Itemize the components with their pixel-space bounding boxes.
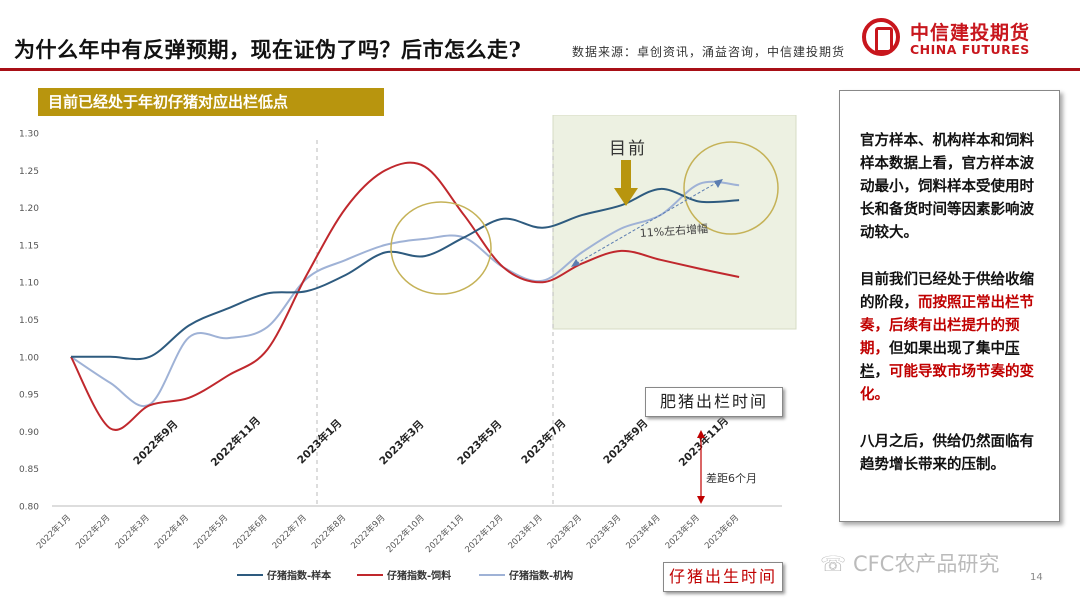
x-tick-label: 2022年12月 — [463, 512, 506, 555]
legend-label: 仔猪指数-机构 — [509, 569, 573, 582]
series-line-1 — [70, 161, 740, 431]
legend-label: 仔猪指数-饲料 — [387, 569, 451, 582]
page-number: 14 — [1030, 572, 1043, 583]
chart-title: 目前已经处于年初仔猪对应出栏低点 — [38, 88, 384, 116]
x-tick-label: 2023年3月 — [584, 512, 623, 551]
p2-text-red-2: 可能导致市场节奏的变化。 — [860, 363, 1034, 403]
y-tick-label: 0.85 — [19, 465, 39, 475]
secondary-x-tick-label: 2023年3月 — [377, 418, 427, 468]
y-tick-label: 0.95 — [19, 391, 39, 401]
p2-text-underlined: 压栏 — [860, 340, 1020, 380]
y-tick-label: 1.05 — [19, 316, 39, 326]
x-axis: 2022年1月 2022年2月 2022年3月 2022年4月 2022年5月 2022年… — [34, 505, 782, 555]
x-tick-label: 2022年4月 — [152, 512, 191, 551]
x-tick-label: 2022年6月 — [231, 512, 270, 551]
highlight-region — [552, 115, 797, 330]
y-tick-label: 1.25 — [19, 167, 39, 177]
x-tick-label: 2022年2月 — [73, 512, 112, 551]
growth-arrow-head-end — [714, 179, 723, 188]
secondary-x-tick-label: 2023年9月 — [601, 417, 651, 467]
lag-arrow-head-top — [697, 430, 705, 438]
x-tick-label: 2023年5月 — [663, 512, 702, 551]
y-tick-label: 1.00 — [19, 353, 39, 363]
p2-text-a: 目前我们已经处于供给收缩的阶段， — [860, 271, 1034, 311]
x-tick-label: 2022年1月 — [34, 512, 73, 551]
secondary-x-tick-label: 2023年11月 — [676, 414, 731, 469]
series-line-2 — [70, 180, 740, 408]
secondary-x-tick-label: 2023年7月 — [519, 417, 569, 467]
commentary-panel: 官方样本、机构样本和饲料样本数据上看，官方样本波动最小，饲料样本受使用时长和备货… — [839, 90, 1060, 522]
growth-arrow-icon — [571, 178, 724, 267]
commentary-paragraph-3: 八月之后，供给仍然面临有趋势增长带来的压制。 — [860, 433, 1034, 473]
secondary-x-tick-label: 2022年9月 — [131, 418, 181, 468]
now-label: 目前 — [609, 139, 647, 159]
y-tick-label: 1.30 — [19, 130, 39, 140]
x-tick-label: 2022年9月 — [349, 512, 388, 551]
commentary-paragraph-1: 官方样本、机构样本和饲料样本数据上看，官方样本波动最小，饲料样本受使用时长和备货… — [860, 132, 1034, 241]
page-title: 为什么年中有反弹预期，现在证伪了吗？后市怎么走? — [14, 37, 522, 62]
chart-legend: 仔猪指数-样本 仔猪指数-饲料 仔猪指数-机构 — [237, 569, 573, 582]
x-tick-label: 2022年7月 — [270, 512, 309, 551]
line-chart: 0.80 0.85 0.90 0.95 1.00 1.05 1.10 1.15 1.20 1.25… — [19, 115, 797, 582]
company-logo: 中信建投期货 CHINA FUTURES — [862, 16, 1067, 64]
x-tick-label: 2023年1月 — [506, 512, 545, 551]
secondary-x-axis: 2022年9月 2022年11月 2023年1月 2023年3月 2023年5月 2023… — [131, 414, 731, 469]
x-tick-label: 2022年5月 — [191, 512, 230, 551]
x-tick-label: 2022年11月 — [423, 512, 466, 555]
now-arrow-icon — [614, 160, 638, 206]
series-line-0 — [71, 187, 740, 361]
watermark: ☏ CFC农产品研究 — [820, 552, 1000, 576]
secondary-x-tick-label: 2022年11月 — [208, 414, 263, 469]
x-tick-label: 2022年10月 — [384, 512, 427, 555]
x-tick-label: 2023年6月 — [702, 512, 741, 551]
growth-label: 11%左右增幅 — [639, 221, 708, 240]
header-divider — [0, 68, 1080, 71]
secondary-x-tick-label: 2023年1月 — [295, 417, 345, 467]
x-tick-label: 2023年4月 — [624, 512, 663, 551]
p2-text-comma: ， — [874, 363, 890, 380]
y-tick-label: 1.15 — [19, 241, 39, 251]
fatten-time-label: 肥猪出栏时间 — [645, 387, 783, 417]
x-tick-label: 2023年2月 — [545, 512, 584, 551]
growth-arrow-head-start — [571, 259, 580, 267]
y-tick-label: 0.80 — [19, 503, 39, 513]
lag-label: 差距6个月 — [706, 471, 757, 485]
y-axis: 0.80 0.85 0.90 0.95 1.00 1.05 1.10 1.15 1.20 1.25… — [19, 130, 39, 513]
data-source: 数据来源：卓创资讯，涌益咨询，中信建投期货 — [572, 45, 846, 59]
highlight-circle-right — [683, 141, 779, 235]
highlight-circle-mid — [390, 201, 492, 295]
secondary-x-tick-label: 2023年5月 — [455, 418, 505, 468]
piglet-birth-label: 仔猪出生时间 — [663, 562, 783, 592]
watermark-text: CFC农产品研究 — [852, 552, 1000, 576]
logo-english-name: CHINA FUTURES — [910, 42, 1030, 57]
y-tick-label: 1.10 — [19, 279, 39, 289]
legend-label: 仔猪指数-样本 — [267, 569, 332, 582]
commentary-paragraph-2: 目前我们已经处于供给收缩的阶段，而按照正常出栏节奏，后续有出栏提升的预期，但如果… — [860, 268, 1043, 406]
lag-arrow-head-bottom — [697, 496, 705, 504]
y-tick-label: 0.90 — [19, 428, 39, 438]
x-tick-label: 2022年3月 — [113, 512, 152, 551]
logo-chinese-name: 中信建投期货 — [910, 22, 1031, 44]
p2-text-c: 但如果出现了集中 — [889, 340, 1005, 357]
p2-text-red-1: 而按照正常出栏节奏，后续有出栏提升的预期， — [860, 294, 1034, 357]
x-tick-label: 2022年8月 — [309, 512, 348, 551]
series-lines — [70, 161, 740, 431]
y-tick-label: 1.20 — [19, 204, 39, 214]
logo-emblem-icon — [862, 18, 900, 56]
